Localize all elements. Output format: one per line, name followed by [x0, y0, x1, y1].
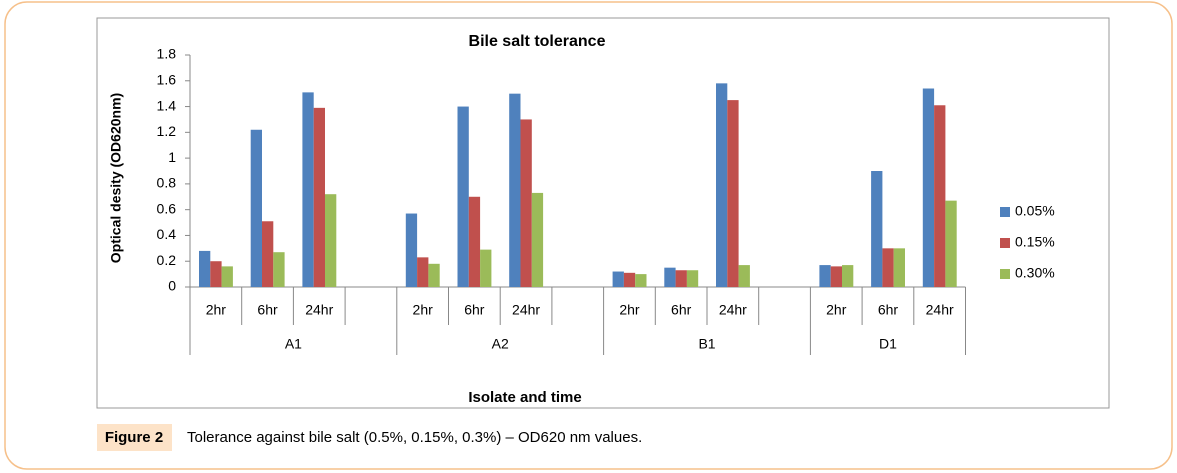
bar — [262, 221, 274, 287]
y-tick-label: 0.6 — [157, 200, 177, 216]
bar — [480, 249, 492, 287]
x-tick-label: 24hr — [719, 302, 747, 318]
bar — [428, 263, 440, 287]
bar — [635, 274, 647, 287]
bar — [934, 105, 946, 288]
group-label: A1 — [285, 336, 302, 352]
bar — [675, 270, 687, 287]
bar — [882, 248, 894, 287]
y-tick-label: 1 — [168, 149, 176, 165]
caption-label-box — [97, 424, 172, 451]
bar — [686, 270, 699, 287]
group-label: D1 — [879, 336, 897, 352]
caption-label: Figure 2 — [105, 429, 163, 446]
bar — [199, 250, 211, 287]
y-tick-label: 1.6 — [157, 71, 177, 87]
chart-area — [96, 17, 1110, 409]
group-label: A2 — [492, 336, 509, 352]
bar — [302, 92, 314, 287]
bar — [842, 265, 854, 287]
bar — [716, 83, 728, 287]
y-tick-label: 1.4 — [157, 97, 177, 113]
bar — [417, 257, 429, 287]
bar — [893, 248, 905, 287]
y-tick-label: 1.2 — [157, 123, 177, 139]
x-tick-label: 24hr — [305, 302, 333, 318]
bar — [945, 200, 957, 287]
x-tick-label: 24hr — [512, 302, 540, 318]
legend-swatch — [1000, 269, 1010, 279]
y-tick-label: 0.2 — [157, 252, 177, 268]
bar — [623, 272, 636, 287]
bar — [871, 171, 883, 287]
bar — [313, 107, 325, 287]
bar — [468, 196, 481, 287]
x-tick-label: 6hr — [671, 302, 692, 318]
bar — [221, 266, 233, 287]
bar — [830, 266, 842, 287]
x-tick-label: 2hr — [826, 302, 847, 318]
bar — [273, 252, 285, 287]
bar — [727, 100, 739, 287]
bar — [922, 88, 935, 287]
bar — [250, 129, 262, 287]
bar — [325, 194, 337, 287]
bar — [612, 271, 624, 287]
legend-swatch — [1000, 238, 1010, 248]
x-tick-label: 2hr — [206, 302, 227, 318]
group-label: B1 — [698, 336, 715, 352]
caption-text: Tolerance against bile salt (0.5%, 0.15%… — [187, 429, 642, 446]
bar — [210, 261, 222, 287]
frame — [4, 1, 1173, 470]
bar — [531, 192, 544, 287]
bar — [738, 265, 750, 287]
y-tick-label: 0.8 — [157, 175, 177, 191]
x-tick-label: 6hr — [878, 302, 899, 318]
y-axis-label: Optical desity (OD620nm) — [108, 93, 124, 263]
bar — [457, 106, 469, 287]
y-tick-label: 0 — [168, 278, 176, 294]
legend-swatch — [1000, 207, 1010, 217]
bar — [520, 119, 532, 287]
legend-label: 0.15% — [1015, 234, 1055, 250]
chart-title: Bile salt tolerance — [469, 33, 606, 50]
bar — [819, 265, 831, 287]
y-tick-label: 0.4 — [157, 226, 177, 242]
bar — [509, 93, 521, 288]
bar — [405, 213, 418, 287]
y-tick-label: 1.8 — [157, 46, 177, 62]
x-tick-label: 2hr — [619, 302, 640, 318]
legend-label: 0.30% — [1015, 265, 1055, 281]
x-tick-label: 6hr — [257, 302, 278, 318]
bar — [664, 267, 676, 287]
legend-label: 0.05% — [1015, 203, 1055, 219]
x-axis-label: Isolate and time — [468, 389, 581, 406]
x-tick-label: 6hr — [464, 302, 485, 318]
x-tick-label: 2hr — [413, 302, 434, 318]
x-tick-label: 24hr — [926, 302, 954, 318]
